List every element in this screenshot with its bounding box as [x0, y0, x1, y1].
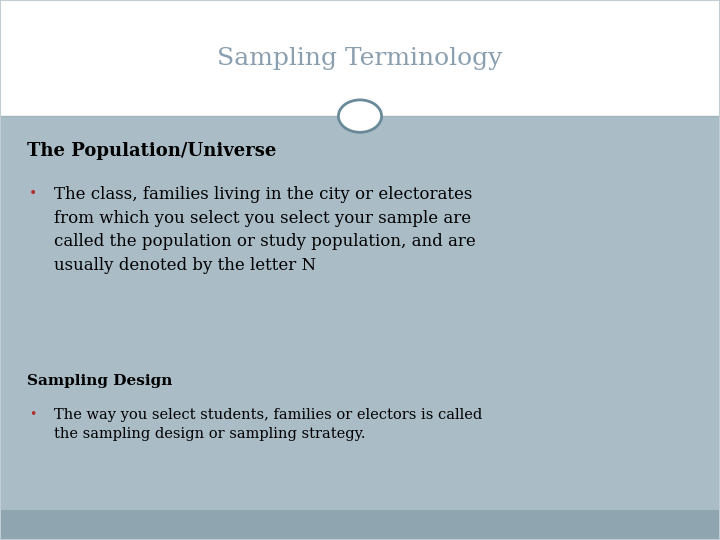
Text: The Population/Universe: The Population/Universe: [27, 142, 276, 160]
Text: The class, families living in the city or electorates
from which you select you : The class, families living in the city o…: [54, 186, 476, 274]
Text: Sampling Terminology: Sampling Terminology: [217, 46, 503, 70]
FancyBboxPatch shape: [0, 510, 720, 540]
FancyBboxPatch shape: [0, 0, 720, 116]
Text: Sampling Design: Sampling Design: [27, 374, 173, 388]
Text: The way you select students, families or electors is called
the sampling design : The way you select students, families or…: [54, 408, 482, 441]
Text: •: •: [29, 186, 37, 200]
Circle shape: [338, 100, 382, 132]
Text: •: •: [29, 408, 36, 421]
FancyBboxPatch shape: [0, 116, 720, 510]
